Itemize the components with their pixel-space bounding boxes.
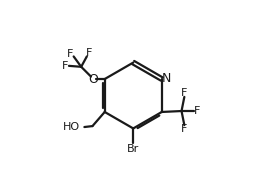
Text: F: F (62, 61, 68, 71)
Text: F: F (194, 106, 201, 116)
Text: F: F (181, 124, 187, 134)
Text: F: F (181, 88, 187, 98)
Text: N: N (162, 72, 171, 85)
Text: HO: HO (62, 122, 80, 132)
Text: Br: Br (127, 144, 139, 154)
Text: F: F (85, 48, 92, 58)
Text: O: O (89, 73, 98, 86)
Text: F: F (67, 49, 73, 59)
